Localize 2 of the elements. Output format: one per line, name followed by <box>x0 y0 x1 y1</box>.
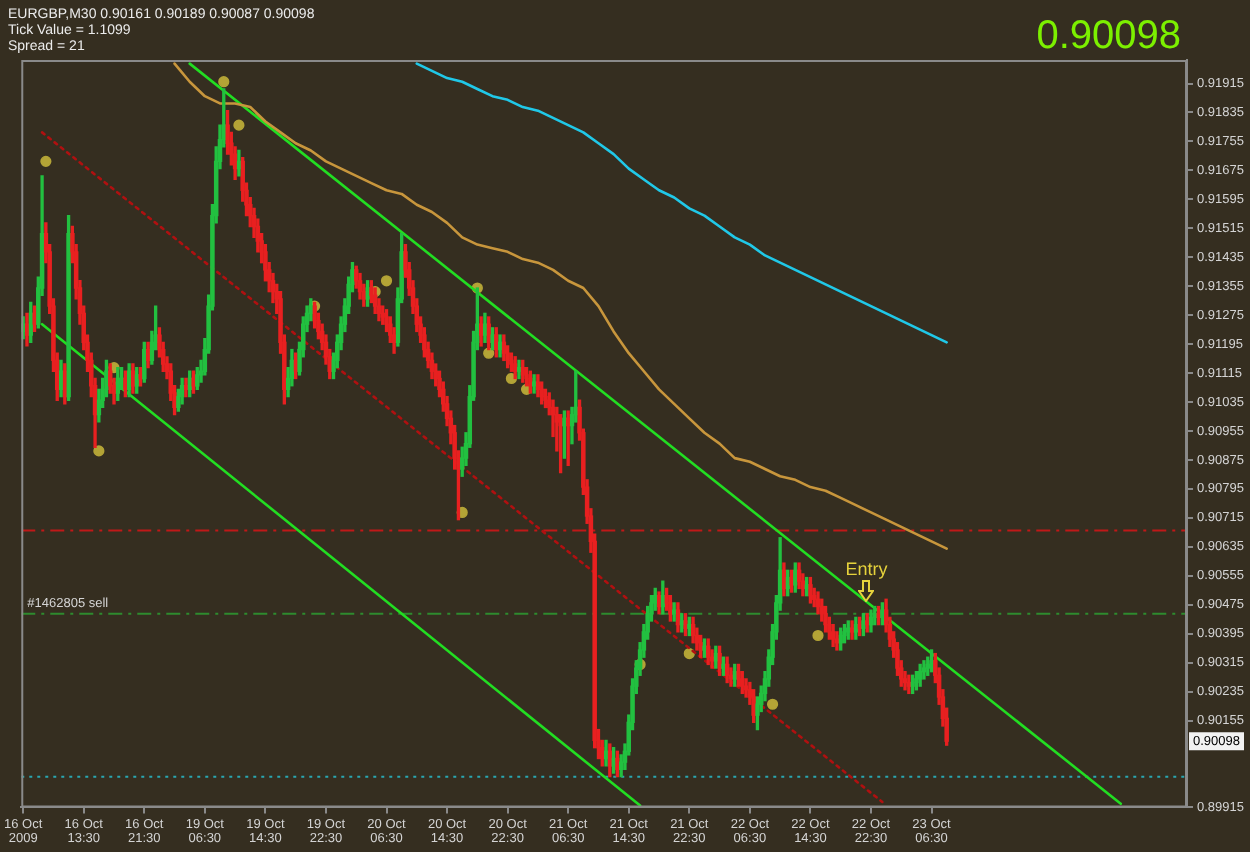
text: 0.90098 <box>1036 14 1182 58</box>
annotation: Entry <box>845 558 889 579</box>
